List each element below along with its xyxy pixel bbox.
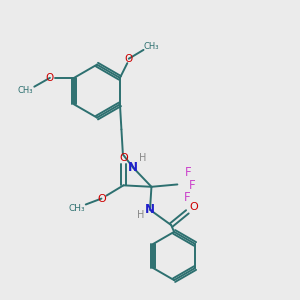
Text: O: O <box>97 194 106 204</box>
Text: H: H <box>137 210 144 220</box>
Text: CH₃: CH₃ <box>18 86 33 95</box>
Text: H: H <box>139 153 146 163</box>
Text: F: F <box>185 166 192 178</box>
Text: O: O <box>189 202 198 212</box>
Text: CH₃: CH₃ <box>144 42 160 51</box>
Text: N: N <box>128 161 138 174</box>
Text: O: O <box>46 73 54 83</box>
Text: F: F <box>184 191 191 204</box>
Text: N: N <box>145 203 155 216</box>
Text: CH₃: CH₃ <box>68 204 85 213</box>
Text: F: F <box>189 178 196 191</box>
Text: O: O <box>125 54 133 64</box>
Text: O: O <box>119 153 128 163</box>
